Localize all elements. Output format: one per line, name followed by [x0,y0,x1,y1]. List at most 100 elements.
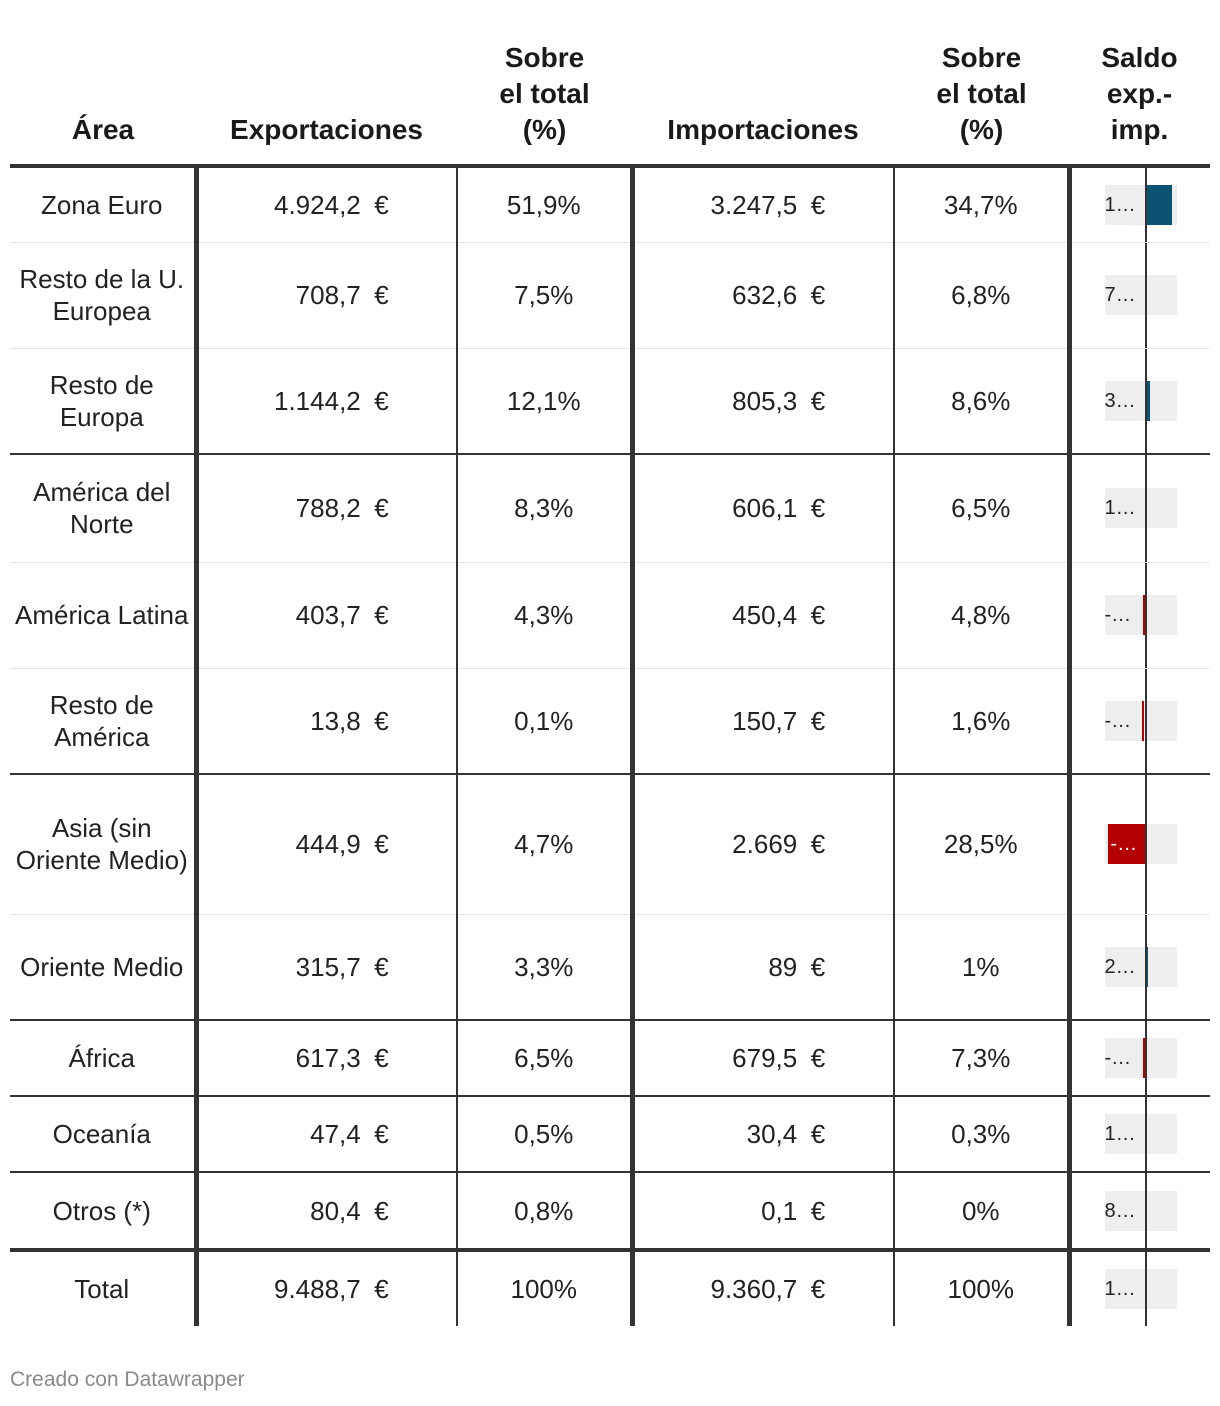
saldo-axis-line [1144,455,1147,562]
exportaciones-value: 617,3 [295,1043,361,1073]
area-cell: América del Norte [10,454,196,563]
importaciones-cell: 89 € [629,914,894,1021]
table-row: América Latina 403,7 €4,3% 450,4 €4,8% -… [10,562,1210,669]
importaciones-cell: 632,6 € [629,242,894,349]
saldo-bar-background [1104,1038,1177,1078]
importaciones-value: 450,4 [732,600,798,630]
saldo-cell: 1… [1066,166,1210,243]
table-row: Resto de la U. Europea 708,7 €7,5% 632,6 €6,… [10,242,1210,349]
saldo-bar-chart: 1… [1104,1097,1177,1171]
exportaciones-cell: 708,7 € [193,242,457,349]
saldo-axis-line [1144,668,1147,773]
table-row: Oceanía 47,4 €0,5% 30,4 €0,3% 1… [10,1096,1210,1173]
currency-symbol: € [810,280,826,310]
saldo-axis-line [1144,914,1147,1019]
saldo-axis-line [1144,1097,1147,1171]
exportaciones-cell: 444,9 € [193,774,457,915]
importaciones-cell: 805,3 € [629,348,894,455]
currency-symbol: € [810,951,826,982]
importaciones-cell: 679,5 € [629,1020,894,1097]
importaciones-value: 679,5 [732,1043,798,1073]
importaciones-value: 150,7 [732,705,798,736]
area-cell: Oriente Medio [10,914,196,1021]
exportaciones-value: 4.924,2 [274,189,361,220]
exportaciones-cell: 617,3 € [193,1020,457,1097]
header-exportaciones: Exportaciones [196,40,457,168]
saldo-bar-chart: -… [1104,562,1177,668]
saldo-bar-background [1104,380,1177,421]
imp-pct-cell: 1% [893,914,1069,1021]
exp-pct-cell: 100% [456,1250,632,1326]
exp-pct-cell: 8,3% [456,454,632,563]
imp-pct-cell: 1,6% [893,668,1069,775]
importaciones-value: 3.247,5 [710,189,798,220]
exp-pct-cell: 3,3% [456,914,632,1021]
exportaciones-value: 788,2 [295,493,361,524]
credit-footer: Creado con Datawrapper [10,1368,245,1391]
saldo-label: 1… [1104,497,1136,520]
saldo-bar [1144,380,1150,421]
exp-pct-cell: 4,7% [456,774,632,915]
exp-pct-cell: 0,8% [456,1172,632,1252]
area-cell: Total [74,1274,130,1304]
saldo-bar-chart: -… [1104,668,1177,773]
exportaciones-cell: 1.144,2 € [193,348,457,455]
saldo-bar-background [1104,946,1177,987]
saldo-label: 3… [1104,389,1136,412]
currency-symbol: € [374,1119,389,1149]
saldo-bar-chart: -… [1104,775,1177,914]
area-cell: Resto de la U. Europea [10,242,196,349]
saldo-cell: 1… [1066,1250,1210,1326]
currency-symbol: € [810,1274,826,1304]
imp-pct-cell: 7,3% [893,1020,1069,1097]
saldo-cell: -… [1066,668,1210,775]
exportaciones-value: 13,8 [310,705,361,736]
imp-pct-cell: 100% [893,1250,1069,1326]
imp-pct-cell: 28,5% [893,774,1069,915]
currency-symbol: € [374,189,389,220]
saldo-bar-chart: 1… [1104,455,1177,562]
saldo-label: -… [1104,1047,1132,1069]
exportaciones-cell: 403,7 € [193,562,457,669]
importaciones-cell: 30,4 € [629,1096,894,1173]
exportaciones-value: 315,7 [295,951,361,982]
currency-symbol: € [810,1195,826,1226]
header-area: Área [10,40,196,168]
importaciones-value: 805,3 [732,385,798,416]
importaciones-value: 606,1 [732,493,798,524]
importaciones-cell: 9.360,7 € [629,1250,894,1326]
exportaciones-value: 80,4 [310,1195,361,1226]
saldo-label: 1… [1104,1123,1136,1145]
exportaciones-cell: 47,4 € [193,1096,457,1173]
exportaciones-value: 1.144,2 [274,385,361,416]
exp-pct-cell: 12,1% [456,348,632,455]
saldo-axis-line [1144,562,1147,668]
importaciones-cell: 2.669 € [629,774,894,915]
saldo-axis-line [1144,348,1147,453]
saldo-bar-chart: 1… [1104,168,1177,242]
saldo-bar-chart: 7… [1104,242,1177,348]
saldo-cell: 7… [1066,242,1210,349]
saldo-cell: -… [1066,1020,1210,1097]
currency-symbol: € [374,280,389,310]
exportaciones-value: 47,4 [310,1119,361,1149]
saldo-label: -… [1104,709,1132,732]
imp-pct-cell: 0,3% [893,1096,1069,1173]
currency-symbol: € [374,600,389,630]
importaciones-cell: 0,1 € [629,1172,894,1252]
exportaciones-cell: 80,4 € [193,1172,457,1252]
importaciones-value: 9.360,7 [710,1274,798,1304]
currency-symbol: € [810,385,826,416]
importaciones-cell: 606,1 € [629,454,894,563]
saldo-axis-line [1144,1021,1147,1095]
saldo-bar-background [1104,1269,1177,1309]
saldo-bar-background [1104,595,1177,635]
saldo-label: -… [1110,833,1138,856]
currency-symbol: € [810,600,826,630]
imp-pct-cell: 6,8% [893,242,1069,349]
importaciones-value: 2.669 [732,829,798,860]
header-row: Área Exportaciones Sobre el total (%) Importa… [10,40,1210,168]
saldo-bar-background [1104,1190,1177,1231]
exportaciones-cell: 13,8 € [193,668,457,775]
exp-pct-cell: 6,5% [456,1020,632,1097]
